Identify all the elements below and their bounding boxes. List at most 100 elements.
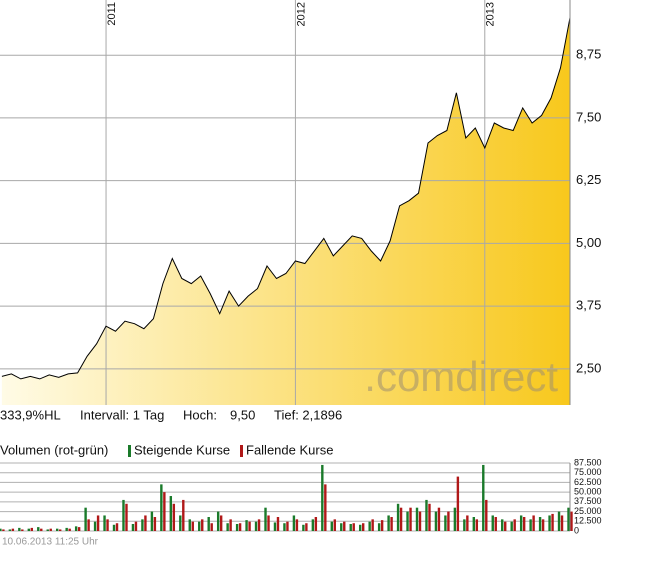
volume-bar bbox=[201, 519, 204, 531]
y-tick-label: 5,00 bbox=[576, 235, 601, 250]
volume-bar bbox=[560, 515, 564, 531]
volume-bar bbox=[302, 524, 305, 531]
volume-bar bbox=[103, 515, 106, 531]
volume-bar bbox=[314, 517, 318, 531]
volume-bar bbox=[463, 519, 466, 531]
volume-bar bbox=[264, 507, 267, 531]
volume-bar bbox=[248, 521, 251, 531]
volume-bar bbox=[216, 511, 220, 531]
volume-bar bbox=[522, 517, 526, 531]
volume-bar bbox=[330, 521, 333, 531]
volume-bar bbox=[418, 511, 422, 531]
volume-bar bbox=[169, 496, 173, 531]
y-tick-label: 7,50 bbox=[576, 109, 601, 124]
volume-bar bbox=[106, 519, 109, 531]
volume-bar bbox=[144, 515, 147, 531]
volume-bar bbox=[456, 476, 460, 531]
volume-bar bbox=[324, 484, 327, 531]
y-tick-label: 2,50 bbox=[576, 360, 601, 375]
volume-bar bbox=[399, 507, 403, 531]
volume-bar bbox=[551, 513, 554, 531]
volume-bar bbox=[134, 521, 138, 531]
y-tick-label: 8,75 bbox=[576, 47, 601, 62]
volume-bar bbox=[112, 524, 116, 531]
volume-bar bbox=[425, 499, 428, 531]
volume-bar bbox=[238, 523, 242, 531]
interval: Intervall: 1 Tag bbox=[80, 407, 164, 422]
volume-bar bbox=[437, 507, 441, 531]
volume-bar bbox=[352, 523, 355, 531]
volume-bar bbox=[18, 527, 21, 531]
volume-bar bbox=[163, 492, 166, 531]
volume-bar bbox=[188, 519, 191, 531]
volume-bar bbox=[333, 519, 336, 531]
volume-bar bbox=[390, 517, 393, 531]
volume-bar bbox=[529, 519, 532, 531]
volume-bar bbox=[504, 521, 507, 531]
volume-bar bbox=[207, 517, 210, 531]
volume-bar bbox=[37, 527, 40, 531]
volume-bar bbox=[311, 519, 315, 531]
volume-bar bbox=[361, 523, 365, 531]
volume-bar bbox=[321, 464, 324, 531]
volume-bar bbox=[84, 507, 87, 531]
volume-bar bbox=[349, 524, 352, 531]
volume-bar bbox=[267, 515, 270, 531]
volume-bar bbox=[387, 515, 390, 531]
volume-bar bbox=[286, 521, 289, 531]
low: Tief: 2,1896 bbox=[274, 407, 342, 422]
volume-bar bbox=[409, 507, 412, 531]
y-tick-label: 25.000 bbox=[574, 506, 602, 516]
y-tick-label: 12.500 bbox=[574, 516, 602, 526]
volume-bar bbox=[292, 515, 296, 531]
y-tick-label: 3,75 bbox=[576, 298, 601, 313]
volume-bar bbox=[11, 528, 15, 531]
y-tick-label: 37.500 bbox=[574, 496, 602, 506]
y-tick-label: 6,25 bbox=[576, 172, 601, 187]
volume-bar bbox=[191, 521, 194, 531]
volume-bar bbox=[179, 515, 182, 531]
volume-bar bbox=[532, 515, 535, 531]
volume-bar bbox=[343, 521, 346, 531]
volume-bar bbox=[115, 523, 119, 531]
area-fill bbox=[1, 17, 571, 405]
volume-bar bbox=[87, 519, 90, 531]
volume-bar bbox=[125, 503, 128, 531]
volume-bar bbox=[65, 527, 68, 531]
volume-bar bbox=[2, 529, 5, 531]
high-label: Hoch: bbox=[183, 407, 217, 422]
volume-bar bbox=[8, 529, 12, 531]
volume-bar bbox=[466, 515, 469, 531]
volume-bar bbox=[519, 515, 523, 531]
volume-bar bbox=[494, 517, 497, 531]
volume-bar bbox=[77, 527, 81, 531]
volume-bar bbox=[283, 523, 286, 531]
volume-bar bbox=[380, 520, 384, 531]
volume-bar bbox=[557, 511, 561, 531]
volume-bar bbox=[257, 519, 261, 531]
performance: 333,9%HL bbox=[0, 407, 61, 422]
volume-bar bbox=[377, 523, 381, 531]
volume-bar bbox=[235, 524, 239, 531]
volume-bar bbox=[21, 529, 24, 531]
y-tick-label: 50.000 bbox=[574, 487, 602, 497]
volume-bar bbox=[150, 511, 154, 531]
volume-bar bbox=[198, 521, 201, 531]
volume-bar bbox=[122, 499, 125, 531]
volume-bar bbox=[485, 499, 488, 531]
volume-bar bbox=[447, 511, 450, 531]
price-line bbox=[1, 17, 571, 380]
volume-bar bbox=[513, 519, 516, 531]
legend-swatch bbox=[128, 445, 131, 457]
volume-bar bbox=[273, 522, 277, 531]
volume-bar bbox=[93, 521, 97, 531]
volume-bar bbox=[141, 519, 144, 531]
volume-bar bbox=[160, 484, 163, 531]
volume-bar bbox=[541, 519, 545, 531]
volume-bar bbox=[453, 507, 457, 531]
volume-bar bbox=[74, 526, 78, 531]
volume-bar bbox=[245, 520, 248, 531]
volume-bar bbox=[0, 528, 2, 531]
y-tick-label: 87.500 bbox=[574, 457, 602, 467]
